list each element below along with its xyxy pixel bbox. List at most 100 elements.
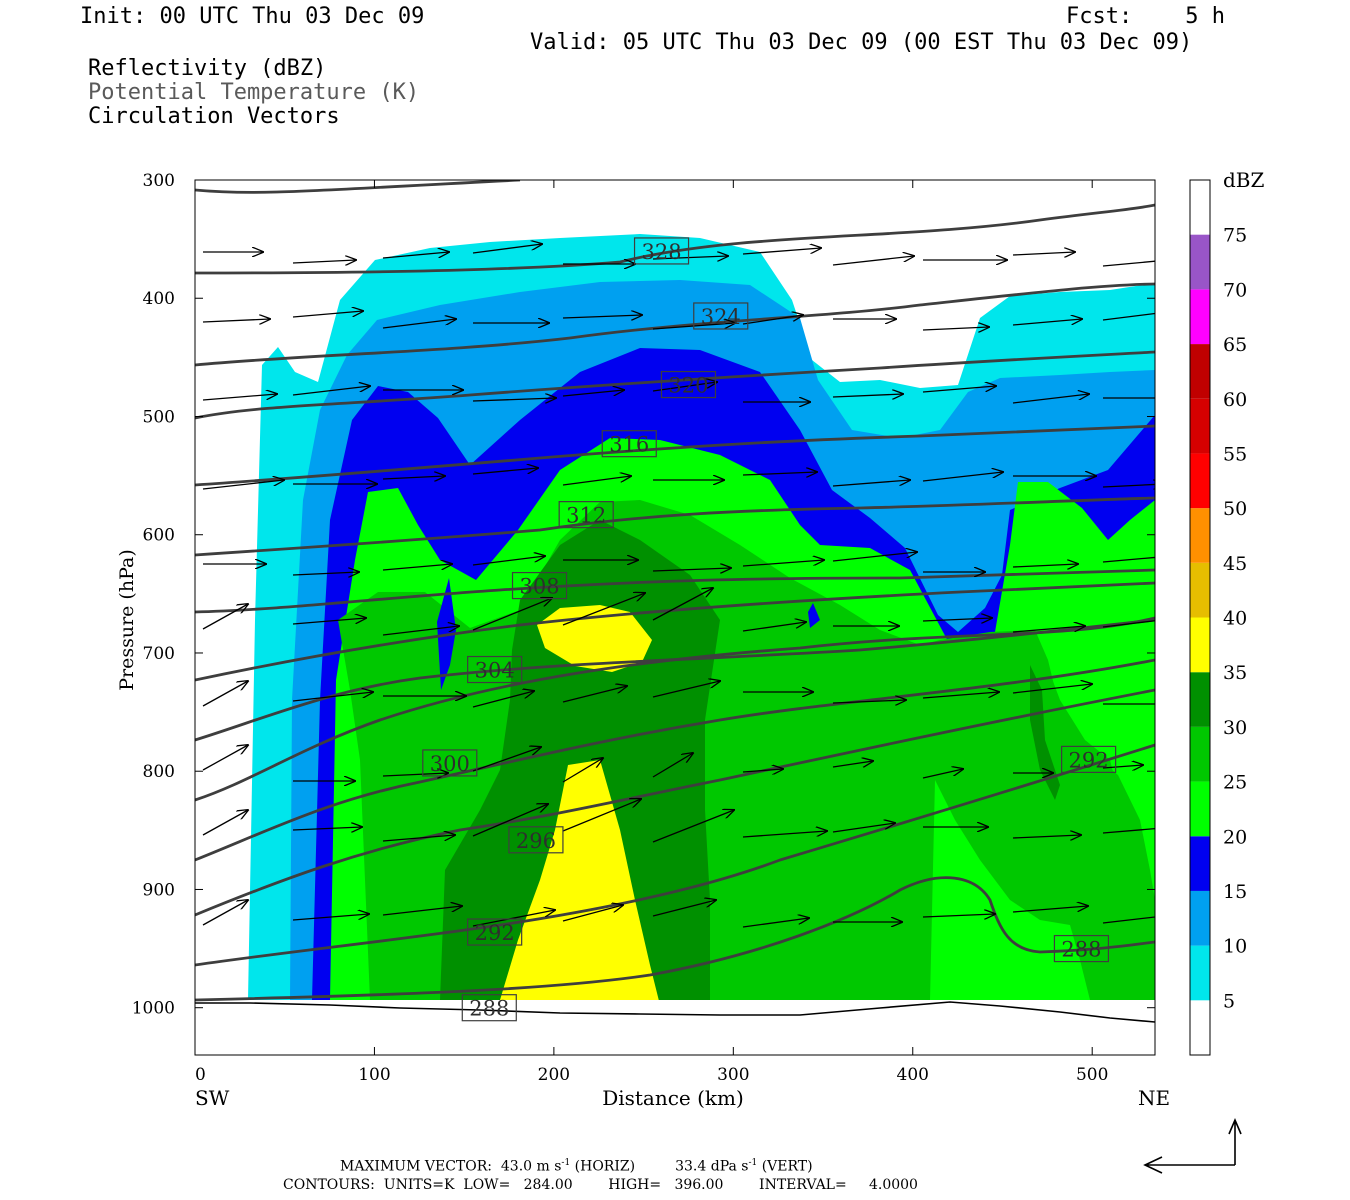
field-reflectivity: Reflectivity (dBZ) — [88, 56, 327, 81]
colorbar-level-label: 60 — [1223, 389, 1247, 411]
circulation-vector — [1102, 827, 1155, 834]
circulation-vector — [562, 315, 642, 318]
circulation-vector — [652, 382, 717, 392]
circulation-vector — [832, 256, 914, 266]
circulation-vector — [1012, 319, 1082, 326]
x-tick-label: 100 — [358, 1065, 390, 1085]
circulation-vector — [292, 827, 362, 830]
colorbar-level-label: 70 — [1223, 279, 1247, 301]
contour-label-box — [508, 826, 564, 854]
circulation-vector — [652, 900, 716, 917]
circulation-vector — [832, 552, 917, 562]
circulation-vector — [472, 398, 556, 401]
theta-contour-line — [195, 688, 1155, 917]
units-exponent-horiz: -1 — [561, 1158, 571, 1168]
circulation-vector — [292, 618, 366, 625]
y-tick-label: 900 — [143, 880, 175, 900]
contour-label-box — [633, 237, 690, 265]
contour-label: 300 — [430, 752, 470, 776]
circulation-vector — [832, 480, 910, 487]
circulation-vector — [562, 905, 623, 922]
circulation-vector — [292, 311, 363, 318]
circulation-vector — [292, 914, 369, 921]
circulation-vector — [652, 681, 720, 698]
circulation-vector — [382, 564, 452, 571]
y-tick-label: 1000 — [132, 999, 175, 1019]
theta-contour-line — [195, 496, 1155, 557]
y-tick-label: 600 — [143, 526, 175, 546]
circulation-vector — [382, 626, 459, 636]
circulation-vector — [742, 560, 824, 567]
circulation-vector — [1012, 394, 1089, 404]
colorbar-frame — [1189, 179, 1211, 1056]
colorbar-level-label: 15 — [1223, 881, 1247, 903]
circulation-vector — [922, 914, 995, 917]
contour-label-box — [467, 918, 523, 946]
circulation-vector — [1102, 484, 1155, 487]
axes: 0 100 200 300 400 500 300 400 500 600 700 800 900 100… — [132, 171, 1155, 1085]
ground-surface — [195, 1001, 1155, 1023]
circulation-vector — [292, 260, 356, 263]
circulation-vector — [202, 745, 248, 771]
contour-info-line: CONTOURS: UNITS=K LOW= 284.00 HIGH= 396.… — [283, 1177, 918, 1193]
contour-label: 288 — [469, 997, 509, 1021]
colorbar-swatch — [1190, 890, 1210, 946]
colorbar-level-label: 25 — [1223, 772, 1247, 794]
contour-label-box — [422, 749, 478, 777]
contour-label-box — [601, 430, 657, 458]
colorbar-level-label: 5 — [1223, 990, 1235, 1012]
circulation-vector — [652, 810, 734, 843]
circulation-vector — [832, 823, 895, 833]
colorbar-level-label: 40 — [1223, 608, 1247, 630]
colorbar-swatch — [1190, 617, 1210, 673]
circulation-vector — [382, 835, 455, 842]
theta-contour-line — [195, 568, 1155, 614]
theta-contour-line — [195, 616, 1155, 802]
theta-contour-labels: 328 324 320 316 312 308 304 300 296 292 288 292 288 — [422, 237, 1117, 1022]
circulation-vector — [1012, 684, 1092, 694]
reference-vector — [1143, 1117, 1242, 1174]
refl-band-15-pocket2 — [808, 603, 820, 628]
reflectivity-fill — [195, 234, 1155, 1055]
circulation-vector — [1012, 906, 1088, 913]
contour-label-box — [693, 302, 749, 330]
x-tick-label: 0 — [195, 1065, 206, 1085]
theta-contour-line — [195, 743, 1155, 967]
circulation-vector — [1102, 765, 1143, 768]
colorbar-swatch — [1190, 726, 1210, 782]
valid-time: Valid: 05 UTC Thu 03 Dec 09 (00 EST Thu … — [530, 30, 1193, 55]
y-axis-label: Pressure (hPa) — [116, 549, 138, 691]
circulation-vector — [652, 568, 731, 571]
circulation-vector — [292, 692, 373, 702]
theta-contour-line — [195, 876, 1155, 1002]
circulation-vector — [1012, 835, 1081, 838]
circulation-vector — [1102, 916, 1155, 924]
circulation-vector — [832, 700, 906, 703]
y-tick-label: 500 — [143, 407, 175, 427]
contour-label-box — [1061, 745, 1117, 773]
refl-band-30-east — [1030, 665, 1060, 800]
colorbar-level-label: 65 — [1223, 334, 1247, 356]
circulation-vector — [202, 319, 270, 322]
colorbar-swatch — [1190, 562, 1210, 618]
colorbar: 5 10 15 20 25 30 35 40 45 50 55 60 65 70 75 — [1189, 179, 1247, 1056]
circulation-vector — [382, 476, 445, 479]
units-exponent-vert: -1 — [748, 1158, 758, 1168]
circulation-vector — [652, 256, 728, 259]
circulation-vector — [922, 769, 963, 779]
contour-label: 292 — [1069, 748, 1109, 772]
theta-contour-line — [195, 581, 1155, 682]
circulation-vector — [922, 386, 996, 393]
colorbar-swatch — [1190, 781, 1210, 837]
colorbar-level-label: 10 — [1223, 936, 1247, 958]
contour-label-box — [461, 994, 517, 1022]
x-tick-label: 400 — [897, 1065, 929, 1085]
contour-label: 312 — [566, 504, 606, 528]
circulation-vector — [1102, 620, 1155, 628]
colorbar-swatch — [1190, 234, 1210, 290]
refl-band-25-east — [1015, 640, 1120, 830]
circulation-vector — [832, 761, 873, 768]
colorbar-swatch — [1190, 672, 1210, 727]
max-vector-vert: (HORIZ) 33.4 dPa s — [570, 1158, 749, 1175]
theta-contour-line — [195, 424, 1155, 487]
